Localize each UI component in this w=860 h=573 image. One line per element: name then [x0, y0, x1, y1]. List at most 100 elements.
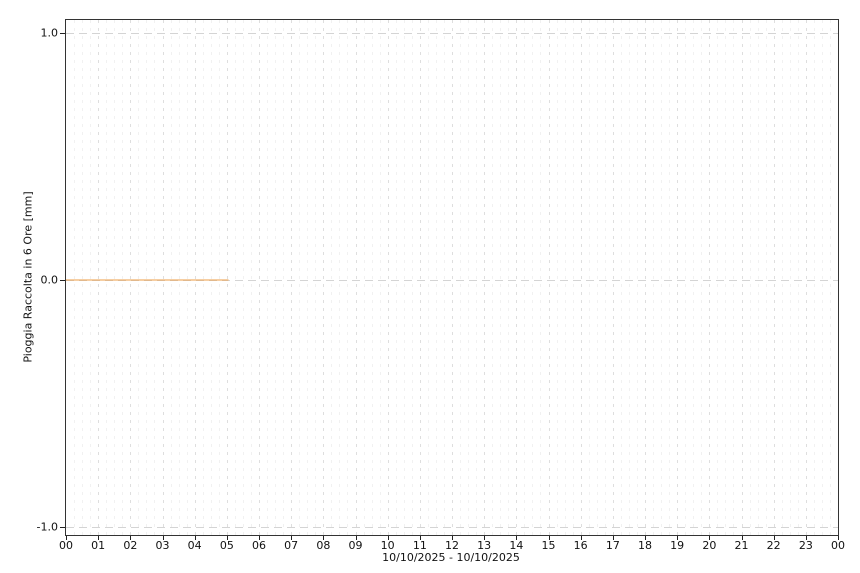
major-vertical-gridline	[452, 20, 453, 535]
x-axis-tick	[548, 536, 550, 540]
major-vertical-gridline	[259, 20, 260, 535]
x-tick-label: 23	[798, 539, 813, 552]
major-vertical-gridline	[98, 20, 100, 535]
minor-vertical-gridline	[379, 20, 381, 535]
x-axis-tick	[645, 536, 646, 540]
minor-vertical-gridline	[154, 20, 156, 535]
minor-vertical-gridline	[733, 20, 735, 535]
minor-vertical-gridline	[765, 20, 767, 535]
x-axis-tick	[291, 536, 293, 540]
x-tick-label: 16	[573, 539, 588, 552]
major-vertical-gridline	[419, 20, 421, 535]
x-tick-label: 13	[477, 539, 492, 552]
minor-vertical-gridline	[701, 20, 703, 535]
x-axis-tick	[805, 536, 807, 540]
minor-vertical-gridline	[443, 20, 445, 535]
x-axis-tick	[612, 536, 614, 540]
plot-area	[65, 19, 839, 536]
major-vertical-gridline	[677, 20, 679, 535]
y-axis-tick	[60, 33, 65, 35]
minor-vertical-gridline	[411, 20, 413, 535]
minor-vertical-gridline	[508, 20, 510, 535]
horizontal-gridline	[66, 33, 838, 35]
minor-vertical-gridline	[427, 20, 429, 535]
minor-vertical-gridline	[476, 20, 478, 535]
x-axis-tick	[130, 536, 132, 540]
minor-vertical-gridline	[500, 20, 502, 535]
minor-vertical-gridline	[74, 20, 76, 535]
major-vertical-gridline	[645, 20, 646, 535]
minor-vertical-gridline	[82, 20, 84, 535]
x-tick-label: 00	[59, 539, 73, 552]
major-vertical-gridline	[130, 20, 132, 535]
major-vertical-gridline	[805, 20, 807, 535]
minor-vertical-gridline	[468, 20, 470, 535]
major-vertical-gridline	[548, 20, 550, 535]
minor-vertical-gridline	[275, 20, 277, 535]
major-vertical-gridline	[580, 20, 582, 535]
minor-vertical-gridline	[797, 20, 799, 535]
minor-vertical-gridline	[331, 20, 333, 535]
x-tick-label: 15	[541, 539, 556, 552]
minor-vertical-gridline	[307, 20, 309, 535]
x-axis-tick	[323, 536, 325, 540]
minor-vertical-gridline	[717, 20, 719, 535]
x-tick-label: 09	[348, 539, 363, 552]
minor-vertical-gridline	[250, 20, 252, 535]
x-tick-label: 01	[91, 539, 106, 552]
minor-vertical-gridline	[653, 20, 655, 535]
x-axis-tick	[419, 536, 421, 540]
minor-vertical-gridline	[685, 20, 687, 535]
minor-vertical-gridline	[821, 20, 823, 535]
x-axis-tick	[194, 536, 196, 540]
major-vertical-gridline	[355, 20, 357, 535]
x-tick-label: 21	[734, 539, 749, 552]
major-vertical-gridline	[773, 20, 775, 535]
major-vertical-gridline	[226, 20, 228, 535]
minor-vertical-gridline	[829, 20, 831, 535]
minor-vertical-gridline	[620, 20, 622, 535]
x-axis-tick	[516, 536, 518, 540]
x-axis-tick	[773, 536, 775, 540]
minor-vertical-gridline	[693, 20, 695, 535]
x-tick-label: 07	[284, 539, 299, 552]
minor-vertical-gridline	[138, 20, 140, 535]
x-tick-label: 12	[445, 539, 459, 552]
series-layer	[66, 279, 229, 281]
minor-vertical-gridline	[267, 20, 269, 535]
x-axis-tick	[355, 536, 357, 540]
major-vertical-gridline	[323, 20, 325, 535]
x-tick-label: 02	[123, 539, 138, 552]
x-tick-label: 19	[670, 539, 685, 552]
major-vertical-gridline	[162, 20, 164, 535]
x-axis-tick	[162, 536, 164, 540]
minor-vertical-gridline	[90, 20, 92, 535]
major-vertical-gridline	[741, 20, 743, 535]
major-vertical-gridline	[291, 20, 293, 535]
minor-vertical-gridline	[669, 20, 671, 535]
minor-vertical-gridline	[146, 20, 148, 535]
minor-vertical-gridline	[218, 20, 220, 535]
x-axis-date-label: 10/10/2025 - 10/10/2025	[382, 551, 520, 564]
x-tick-label: 14	[509, 539, 524, 552]
horizontal-gridline	[66, 280, 838, 282]
y-axis-tick	[60, 280, 65, 282]
minor-vertical-gridline	[283, 20, 285, 535]
minor-vertical-gridline	[315, 20, 317, 535]
minor-vertical-gridline	[532, 20, 534, 535]
minor-vertical-gridline	[234, 20, 236, 535]
x-axis-tick	[387, 536, 389, 540]
x-axis-tick	[838, 536, 839, 540]
minor-vertical-gridline	[339, 20, 341, 535]
x-axis-tick	[484, 536, 486, 540]
major-vertical-gridline	[387, 20, 389, 535]
major-vertical-gridline	[516, 20, 518, 535]
minor-vertical-gridline	[114, 20, 116, 535]
minor-vertical-gridline	[492, 20, 494, 535]
x-tick-label: 18	[638, 539, 652, 552]
x-tick-label: 22	[766, 539, 781, 552]
minor-vertical-gridline	[789, 20, 791, 535]
minor-vertical-gridline	[210, 20, 212, 535]
minor-vertical-gridline	[202, 20, 204, 535]
minor-vertical-gridline	[781, 20, 783, 535]
